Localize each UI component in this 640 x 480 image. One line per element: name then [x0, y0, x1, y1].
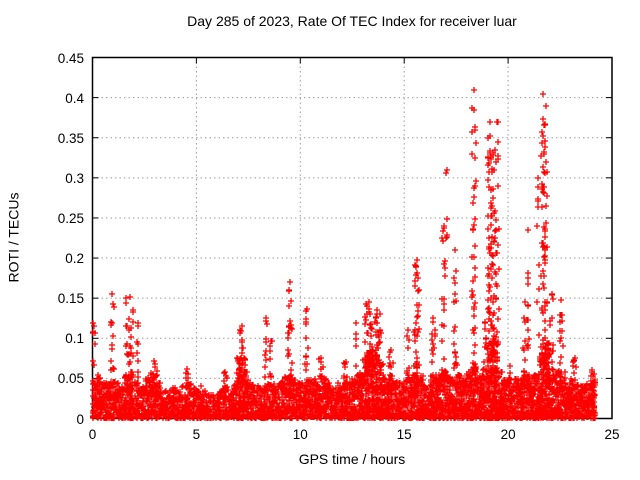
plot-border [91, 56, 613, 420]
y-tick-label: 0.2 [65, 251, 84, 267]
y-tick-label: 0.05 [57, 371, 84, 387]
axis-ticks [92, 57, 613, 419]
y-axis-label: ROTI / TECUs [5, 192, 22, 283]
y-tick-label: 0.45 [57, 50, 84, 66]
grid-lines [92, 57, 612, 419]
x-tick-label: 10 [292, 427, 308, 442]
y-tick-label: 0.4 [65, 90, 84, 106]
x-axis-label: GPS time / hours [298, 451, 406, 467]
chart-title: Day 285 of 2023, Rate Of TEC Index for r… [187, 13, 517, 29]
y-tick-label: 0.3 [65, 170, 84, 186]
x-tick-label: 20 [500, 427, 516, 442]
y-tick-label: 0.15 [57, 291, 84, 307]
x-tick-label: 5 [192, 427, 201, 442]
y-tick-label: 0 [76, 411, 84, 427]
data-points-scatter [90, 87, 598, 421]
y-tick-label: 0.25 [57, 210, 84, 226]
x-tick-label: 25 [604, 427, 620, 442]
y-tick-label: 0.1 [65, 331, 84, 347]
y-tick-label: 0.35 [57, 130, 84, 146]
x-tick-label: 0 [88, 427, 97, 442]
x-tick-label: 15 [396, 427, 412, 442]
